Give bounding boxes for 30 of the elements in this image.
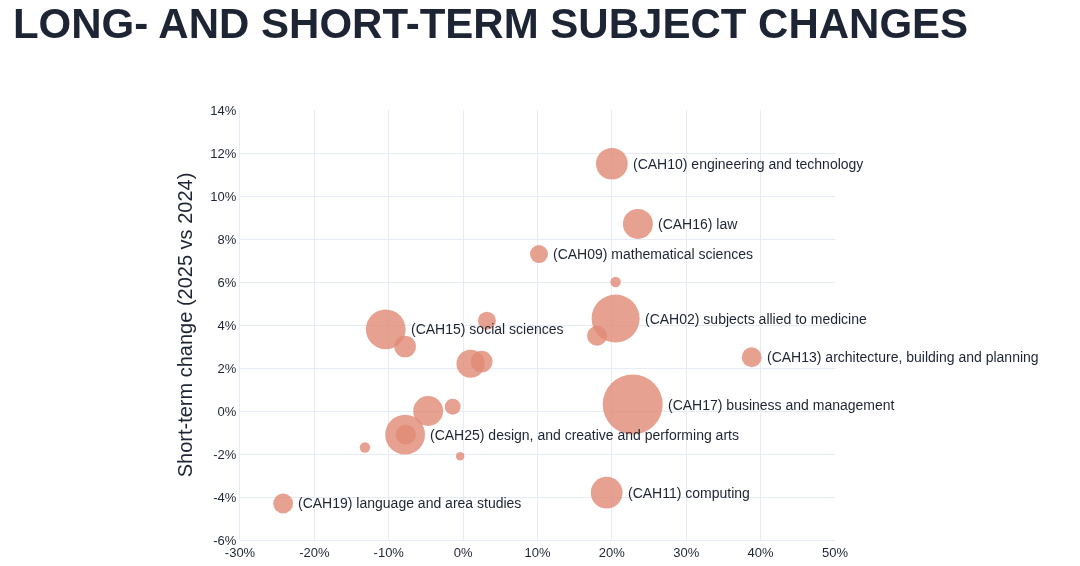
y-tick-label: -2%: [213, 446, 237, 462]
y-tick-label: 4%: [217, 317, 237, 333]
x-tick-label: 10%: [524, 544, 551, 560]
annotation: (CAH15) social sciences: [411, 321, 564, 337]
x-tick-label: 20%: [598, 544, 626, 560]
y-tick-label: 12%: [210, 145, 237, 161]
y-tick-label: 14%: [210, 102, 237, 118]
annotation: (CAH09) mathematical sciences: [553, 246, 753, 262]
y-tick-label: 0%: [217, 403, 237, 419]
y-tick-label: 2%: [217, 360, 237, 376]
annotation: (CAH25) design, and creative and performing arts: [430, 427, 739, 443]
y-tick-label: 6%: [217, 274, 237, 290]
x-tick-label: -10%: [373, 544, 405, 560]
chart-title: LONG- AND SHORT-TERM SUBJECT CHANGES: [12, 0, 969, 47]
x-tick-label: 30%: [673, 544, 700, 560]
x-tick-label: 40%: [747, 544, 775, 560]
y-tick-label: 10%: [210, 188, 237, 204]
annotation: (CAH13) architecture, building and planning: [767, 349, 1039, 365]
y-tick-label: -4%: [213, 489, 237, 505]
annotation: (CAH11) computing: [628, 485, 750, 501]
x-tick-label: 0%: [453, 544, 473, 560]
annotation: (CAH10) engineering and technology: [633, 156, 864, 172]
annotation: (CAH19) language and area studies: [298, 495, 522, 511]
x-tick-label: 50%: [821, 544, 849, 560]
y-tick-label: 8%: [217, 231, 237, 247]
annotation: (CAH16) law: [658, 216, 739, 232]
x-tick-label: -20%: [299, 544, 330, 560]
annotation: (CAH02) subjects allied to medicine: [645, 311, 867, 327]
y-axis-title: Short-term change (2025 vs 2024): [173, 172, 196, 478]
annotation: (CAH17) business and management: [668, 397, 895, 413]
